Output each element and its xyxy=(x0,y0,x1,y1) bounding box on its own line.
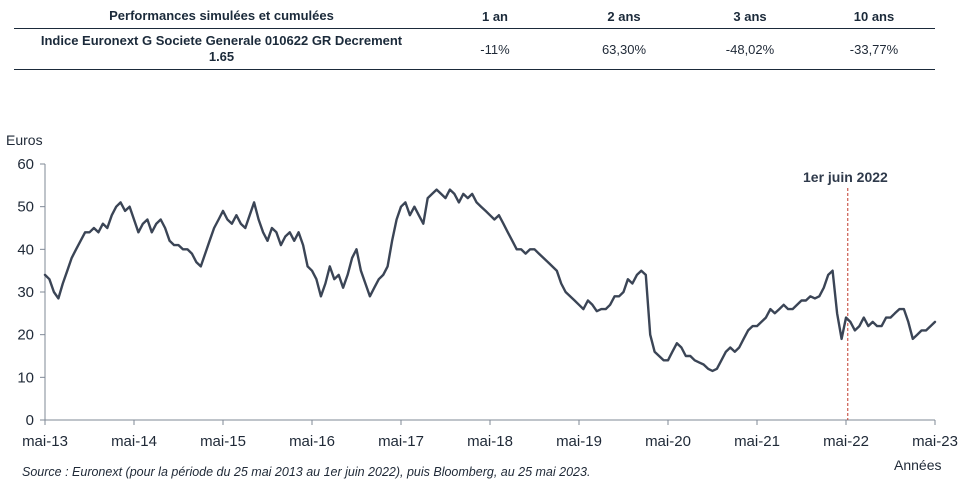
performance-data-row: Indice Euronext G Societe Generale 01062… xyxy=(14,28,935,70)
y-tick-label: 10 xyxy=(17,369,34,386)
x-tick-label: mai-23 xyxy=(912,433,958,450)
y-tick-label: 60 xyxy=(17,156,34,173)
period-header-10y: 10 ans xyxy=(813,4,935,29)
x-axis-title: Années xyxy=(894,457,941,473)
y-tick-label: 0 xyxy=(26,412,34,429)
annotation-label: 1er juin 2022 xyxy=(803,169,888,185)
x-tick-label: mai-14 xyxy=(111,433,157,450)
chart-marks xyxy=(43,188,937,420)
y-axis-title: Euros xyxy=(6,132,43,148)
perf-value-1y: -11% xyxy=(429,28,561,70)
x-tick-label: mai-21 xyxy=(734,433,780,450)
index-name-line1: Indice Euronext G Societe Generale 01062… xyxy=(40,33,403,48)
x-tick-label: mai-22 xyxy=(823,433,869,450)
x-tick-label: mai-17 xyxy=(378,433,424,450)
y-tick-label: 20 xyxy=(17,327,34,344)
series-line xyxy=(43,188,937,373)
y-tick-label: 50 xyxy=(17,199,34,216)
performance-header-row: Performances simulées et cumulées 1 an 2… xyxy=(14,4,935,29)
perf-value-10y: -33,77% xyxy=(813,28,935,70)
index-name-line2: 1.65 xyxy=(208,49,235,64)
performance-table: Performances simulées et cumulées 1 an 2… xyxy=(14,4,935,70)
period-header-2y: 2 ans xyxy=(561,4,687,29)
perf-value-2y: 63,30% xyxy=(561,28,687,70)
x-tick-label: mai-20 xyxy=(645,433,691,450)
performance-header-label: Performances simulées et cumulées xyxy=(14,4,429,29)
x-tick-label: mai-16 xyxy=(289,433,335,450)
x-tick-label: mai-18 xyxy=(467,433,513,450)
y-tick-label: 30 xyxy=(17,284,34,301)
period-header-3y: 3 ans xyxy=(687,4,813,29)
x-tick-label: mai-19 xyxy=(556,433,602,450)
chart-axes: 0 10 20 30 40 50 60 mai-13 mai-14 mai-15 mai-16 mai… xyxy=(17,156,958,450)
y-tick-label: 40 xyxy=(17,241,34,258)
perf-value-3y: -48,02% xyxy=(687,28,813,70)
x-tick-label: mai-15 xyxy=(200,433,246,450)
index-name: Indice Euronext G Societe Generale 01062… xyxy=(14,28,429,70)
source-note: Source : Euronext (pour la période du 25… xyxy=(22,465,591,479)
x-tick-label: mai-13 xyxy=(22,433,68,450)
period-header-1y: 1 an xyxy=(429,4,561,29)
